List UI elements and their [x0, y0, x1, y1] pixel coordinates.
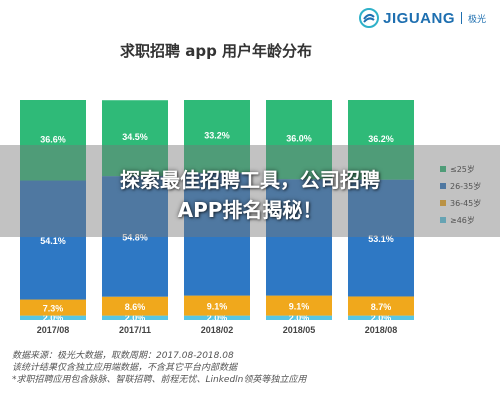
bar-segment [266, 100, 332, 180]
bar-segment [348, 315, 414, 320]
bar-segment [348, 100, 414, 180]
bar-segment [266, 295, 332, 316]
data-label: 54.1% [40, 236, 66, 246]
data-label: 36.2% [368, 134, 394, 144]
x-tick-label: 2018/02 [201, 325, 234, 335]
legend-label: ≤25岁 [450, 164, 475, 174]
x-tick-label: 2017/11 [119, 325, 151, 335]
data-label: 9.1% [207, 302, 228, 312]
data-label: 7.3% [43, 304, 64, 314]
bar-segment [20, 100, 86, 181]
data-label: 36.0% [286, 134, 312, 144]
data-label: 2.0% [43, 313, 64, 323]
brand-name-cn: 极光 [467, 14, 486, 25]
legend-swatch [440, 166, 446, 172]
footnote-scope: 该统计结果仅含独立应用端数据，不含其它平台内部数据 [12, 363, 238, 373]
bar-segment [348, 179, 414, 297]
banner-line-1: 探索最佳招聘工具，公司招聘 [120, 168, 380, 192]
data-label: 34.5% [122, 132, 148, 142]
legend-swatch [440, 183, 446, 189]
data-label: 2.0% [371, 313, 392, 323]
data-label: 8.7% [371, 302, 392, 312]
bar-segment [184, 100, 250, 174]
data-label: 8.6% [125, 302, 146, 312]
brand-separator [460, 12, 462, 24]
brand-logo-icon [359, 8, 380, 28]
bar-segment [102, 296, 168, 316]
data-label: 33.2% [204, 131, 230, 141]
data-label: 2.0% [289, 313, 310, 323]
x-tick-label: 2018/05 [283, 325, 316, 335]
data-label: 54.8% [122, 232, 148, 242]
bar-segment [266, 315, 332, 320]
footnote-apps: *求职招聘应用包含脉脉、智联招聘、前程无忧、Linkedln领英等独立应用 [12, 375, 307, 385]
bar-segment [20, 180, 86, 300]
bar-segment [184, 295, 250, 316]
data-label: 53.1% [368, 234, 394, 244]
legend-label: ≥46岁 [450, 215, 475, 225]
footnote-source: 数据来源：极光大数据，取数周期：2017.08-2018.08 [12, 351, 234, 361]
bar-segment [102, 100, 168, 177]
bar-segment [184, 173, 250, 296]
legend-swatch [440, 200, 446, 206]
banner-headline: 探索最佳招聘工具，公司招聘 APP排名揭秘！ [0, 165, 500, 225]
bar-segment [20, 299, 86, 316]
data-label: 9.1% [289, 302, 310, 312]
chart-title: 求职招聘 app 用户年龄分布 [120, 42, 313, 60]
x-tick-label: 2018/08 [365, 325, 398, 335]
bar-segment [102, 315, 168, 320]
chart-footnote: 数据来源：极光大数据，取数周期：2017.08-2018.08 该统计结果仅含独… [12, 350, 306, 386]
bar-segment [20, 315, 86, 320]
bar-segment [348, 296, 414, 316]
bar-segment [184, 315, 250, 320]
banner-overlay [0, 145, 500, 237]
brand-name: JIGUANG [383, 9, 455, 27]
x-tick-label: 2017/08 [37, 325, 70, 335]
bar-segment [266, 179, 332, 296]
bar-segment [102, 176, 168, 297]
data-label: 36.6% [40, 134, 66, 144]
banner-line-2: APP排名揭秘！ [177, 198, 323, 222]
data-label: 2.0% [125, 313, 146, 323]
brand-logo: JIGUANG 极光 [359, 8, 486, 28]
legend-label: 26-35岁 [450, 181, 481, 191]
legend-swatch [440, 217, 446, 223]
data-label: 2.0% [207, 313, 228, 323]
legend-label: 36-45岁 [450, 198, 481, 208]
